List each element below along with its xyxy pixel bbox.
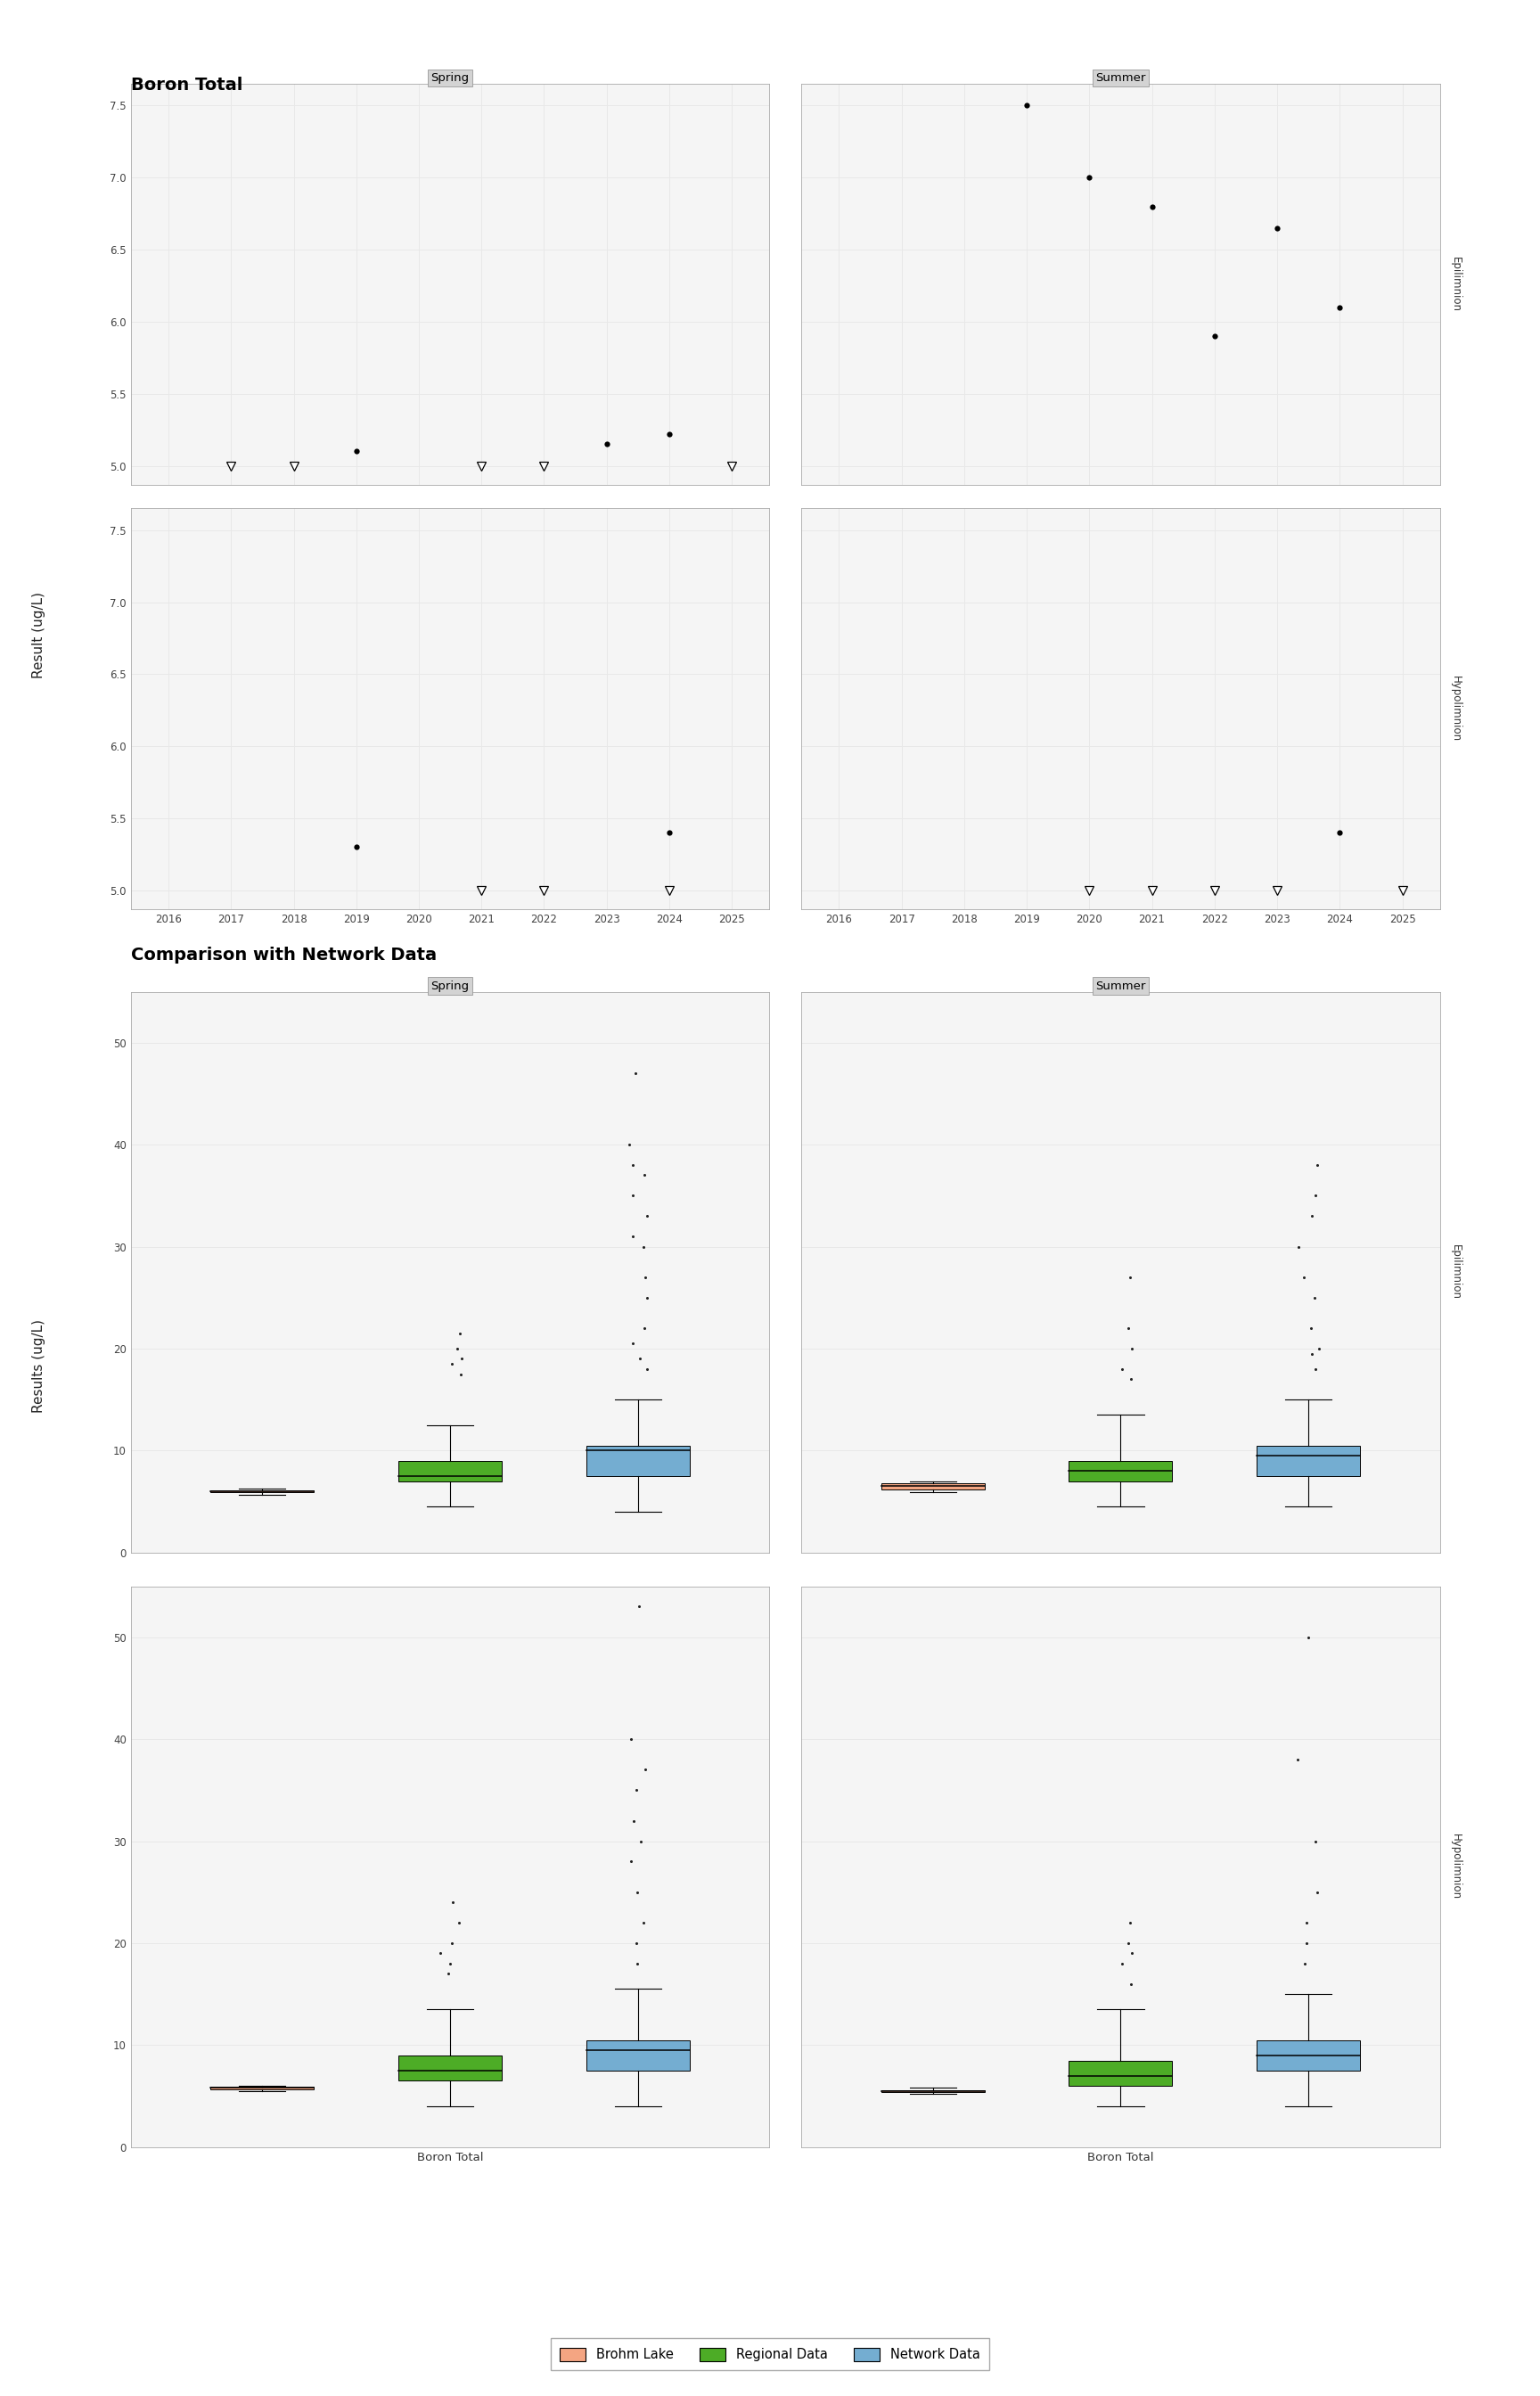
Text: Boron Total: Boron Total xyxy=(131,77,243,93)
Bar xyxy=(1069,2061,1172,2087)
Legend: Brohm Lake, Regional Data, Network Data: Brohm Lake, Regional Data, Network Data xyxy=(551,2338,989,2370)
Text: Epilimnion: Epilimnion xyxy=(1449,256,1461,311)
Text: Comparison with Network Data: Comparison with Network Data xyxy=(131,946,437,963)
Bar xyxy=(399,2056,502,2080)
Text: Summer: Summer xyxy=(1095,72,1146,84)
Text: Results (ug/L): Results (ug/L) xyxy=(32,1318,45,1414)
Text: Hypolimnion: Hypolimnion xyxy=(1449,1833,1461,1900)
Text: Spring: Spring xyxy=(431,72,470,84)
Bar xyxy=(587,2039,690,2070)
Bar xyxy=(1257,2039,1360,2070)
Bar xyxy=(1069,1462,1172,1481)
Bar xyxy=(1257,1445,1360,1476)
Text: Hypolimnion: Hypolimnion xyxy=(1449,676,1461,743)
Text: Result (ug/L): Result (ug/L) xyxy=(32,592,45,678)
Text: Epilimnion: Epilimnion xyxy=(1449,1244,1461,1299)
Bar xyxy=(587,1445,690,1476)
Text: Spring: Spring xyxy=(431,980,470,992)
Bar xyxy=(399,1462,502,1481)
Bar xyxy=(881,1483,984,1490)
Text: Summer: Summer xyxy=(1095,980,1146,992)
